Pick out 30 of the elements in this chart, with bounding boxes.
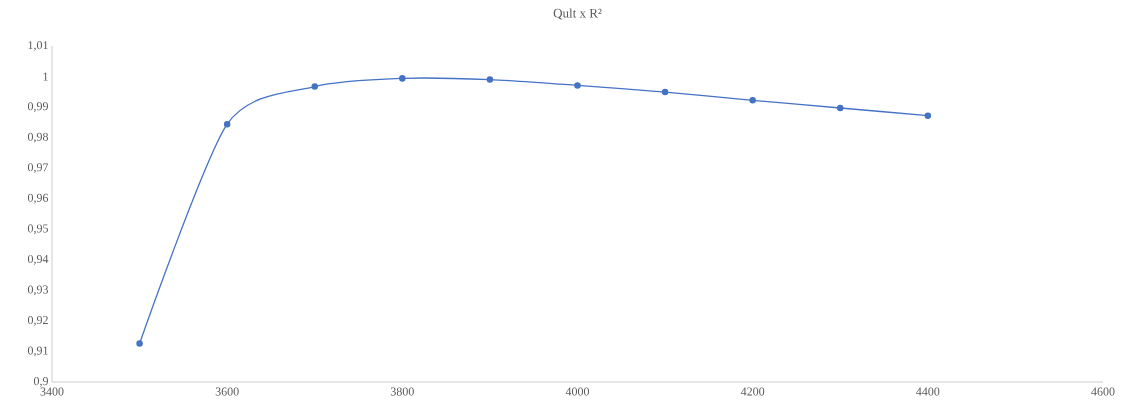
y-tick-label: 1,01 <box>28 41 48 51</box>
y-tick-label: 1 <box>43 72 48 81</box>
x-tick-label: 3800 <box>390 387 414 396</box>
point <box>661 88 669 96</box>
point <box>574 82 581 89</box>
y-tick-label: 0,97 <box>27 163 49 174</box>
point <box>399 75 406 82</box>
y-tick-label: 0,92 <box>27 315 48 326</box>
x-tick-label: 4000 <box>565 387 590 396</box>
point <box>136 340 143 347</box>
chart-title: Qult x R² <box>553 8 602 20</box>
x-tick-label: 4600 <box>1091 387 1115 396</box>
x-tick-label: 4400 <box>916 387 940 396</box>
y-tick-label: 0,99 <box>27 102 48 112</box>
point <box>749 97 756 104</box>
point <box>486 76 494 83</box>
y-tick-label: 0,95 <box>27 224 49 235</box>
y-tick-label: 0,96 <box>27 193 49 204</box>
point <box>837 104 844 112</box>
y-tick-label: 0,9 <box>33 377 48 387</box>
x-tick-label: 3600 <box>215 387 239 396</box>
y-tick-label: 0,93 <box>27 285 49 296</box>
x-tick-label: 3400 <box>40 387 64 396</box>
point <box>223 120 231 128</box>
point <box>311 83 318 90</box>
point <box>924 112 932 119</box>
y-tick-label: 0,94 <box>27 254 49 265</box>
y-tick-label: 0,98 <box>27 132 49 143</box>
x-tick-label: 4200 <box>740 387 765 396</box>
y-tick-label: 0,91 <box>27 346 48 357</box>
